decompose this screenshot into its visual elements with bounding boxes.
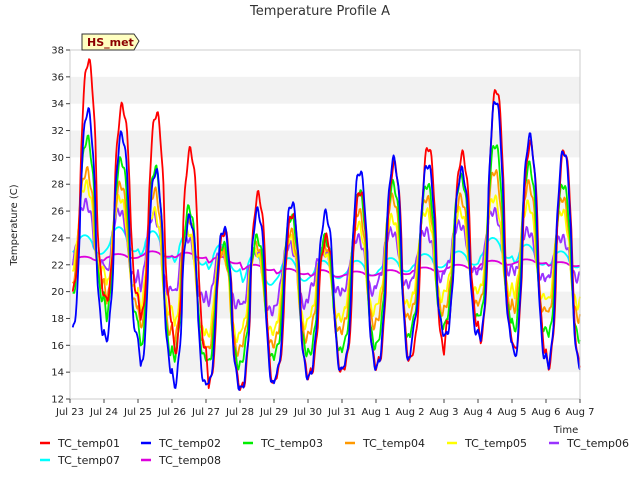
- badge-label: HS_met: [87, 36, 134, 49]
- legend-label: TC_temp06: [566, 437, 629, 450]
- series-line-TC_temp01: [71, 58, 581, 391]
- x-tick-label: Jul 26: [157, 407, 186, 418]
- grid-band: [70, 345, 580, 373]
- x-tick-label: Jul 29: [259, 407, 288, 418]
- grid-band: [70, 130, 580, 158]
- y-tick-label: 18: [51, 314, 64, 325]
- y-tick-label: 34: [51, 99, 64, 110]
- y-tick-label: 20: [51, 287, 64, 298]
- x-tick-label: Jul 27: [191, 407, 220, 418]
- legend-item-TC_temp01: TC_temp01: [40, 437, 120, 450]
- x-tick-label: Jul 23: [55, 407, 84, 418]
- y-axis-title: Temperature (C): [9, 184, 20, 266]
- y-tick-label: 26: [51, 207, 64, 218]
- legend-item-TC_temp03: TC_temp03: [243, 437, 323, 450]
- legend: TC_temp01 TC_temp02 TC_temp03 TC_temp04 TC_t…: [40, 437, 629, 467]
- y-tick-label: 32: [51, 126, 64, 137]
- y-axis-ticks: 12 14 16 18 20 22 24 26 28 30 32 34 36 38: [51, 46, 70, 406]
- legend-label: TC_temp03: [260, 437, 323, 450]
- y-tick-label: 22: [51, 260, 64, 271]
- legend-label: TC_temp07: [57, 454, 120, 467]
- y-tick-label: 24: [51, 233, 64, 244]
- plot-area: [70, 50, 580, 399]
- legend-item-TC_temp04: TC_temp04: [345, 437, 425, 450]
- series-line-TC_temp03: [72, 134, 581, 371]
- y-tick-label: 14: [51, 368, 64, 379]
- x-tick-label: Aug 3: [429, 407, 458, 418]
- y-tick-label: 12: [51, 395, 64, 406]
- y-tick-label: 38: [51, 46, 64, 57]
- x-tick-label: Aug 6: [531, 407, 560, 418]
- legend-item-TC_temp08: TC_temp08: [141, 454, 221, 467]
- x-tick-label: Jul 25: [123, 407, 152, 418]
- legend-label: TC_temp02: [158, 437, 221, 450]
- x-tick-label: Aug 5: [497, 407, 526, 418]
- legend-label: TC_temp08: [158, 454, 221, 467]
- x-tick-label: Jul 31: [327, 407, 356, 418]
- legend-label: TC_temp01: [57, 437, 120, 450]
- x-tick-label: Aug 7: [565, 407, 594, 418]
- x-tick-label: Aug 1: [361, 407, 390, 418]
- series-line-TC_temp05: [71, 179, 581, 343]
- plot-background: [70, 50, 580, 399]
- legend-item-TC_temp02: TC_temp02: [141, 437, 221, 450]
- x-tick-label: Aug 2: [395, 407, 424, 418]
- grid-band: [70, 291, 580, 319]
- legend-item-TC_temp05: TC_temp05: [447, 437, 527, 450]
- x-tick-label: Jul 24: [89, 407, 118, 418]
- plot-frame: [69, 49, 581, 400]
- series-line-TC_temp08: [72, 250, 581, 278]
- grid-band: [70, 76, 580, 104]
- y-tick-label: 16: [51, 341, 64, 352]
- series-line-TC_temp02: [71, 101, 581, 391]
- legend-item-TC_temp07: TC_temp07: [40, 454, 120, 467]
- y-tick-label: 30: [51, 153, 64, 164]
- chart-title: Temperature Profile A: [249, 4, 390, 19]
- badge-shape: [81, 33, 140, 51]
- legend-item-TC_temp06: TC_temp06: [549, 437, 629, 450]
- plot-series: [71, 58, 581, 391]
- x-axis-ticks: Jul 23 Jul 24 Jul 25 Jul 26 Jul 27 Jul 28 Jul …: [55, 399, 595, 418]
- x-tick-label: Aug 4: [463, 407, 492, 418]
- y-tick-label: 36: [51, 72, 64, 83]
- x-tick-label: Jul 30: [293, 407, 322, 418]
- x-axis-title: Time: [553, 425, 578, 436]
- series-line-TC_temp04: [71, 166, 581, 357]
- legend-label: TC_temp04: [362, 437, 425, 450]
- hs-met-badge: HS_met: [81, 33, 140, 51]
- legend-label: TC_temp05: [464, 437, 527, 450]
- y-tick-label: 28: [51, 180, 64, 191]
- series-line-TC_temp07: [72, 226, 581, 286]
- x-tick-label: Jul 28: [225, 407, 254, 418]
